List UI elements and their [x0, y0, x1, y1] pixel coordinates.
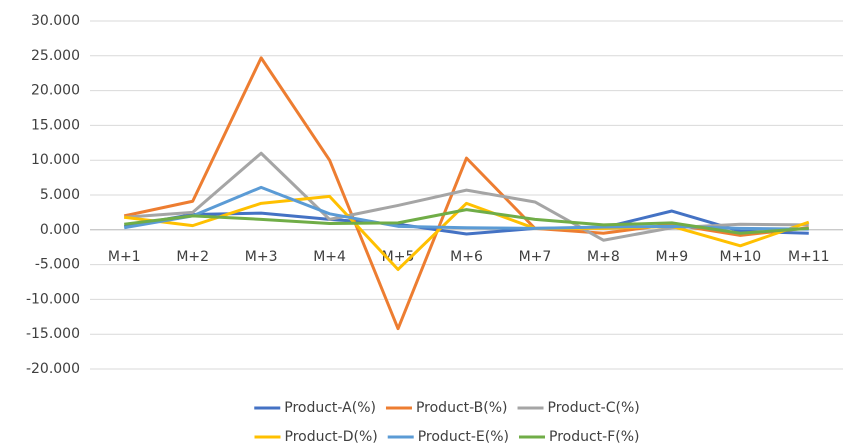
legend-label: Product-E(%): [418, 429, 509, 445]
x-tick-label: M+3: [245, 249, 278, 265]
y-tick-label: 25.000: [31, 48, 80, 64]
x-tick-label: M+6: [450, 249, 483, 265]
legend-label: Product-B(%): [416, 400, 508, 416]
legend-label: Product-F(%): [549, 429, 640, 445]
series-line: [123, 209, 809, 236]
legend-label: Product-C(%): [548, 400, 640, 416]
y-tick-label: -15.000: [26, 326, 80, 342]
y-tick-label: -20.000: [26, 361, 80, 377]
x-tick-label: M+4: [313, 249, 346, 265]
x-tick-label: M+8: [587, 249, 620, 265]
y-tick-label: 5.000: [40, 187, 80, 203]
y-tick-label: 30.000: [31, 13, 80, 29]
x-tick-label: M+7: [519, 249, 552, 265]
legend-label: Product-D(%): [285, 429, 378, 445]
x-tick-label: M+10: [720, 249, 762, 265]
y-tick-label: -10.000: [26, 291, 80, 307]
y-tick-label: 15.000: [31, 117, 80, 133]
x-tick-label: M+9: [656, 249, 689, 265]
series-line: [124, 194, 810, 271]
series-line: [123, 56, 809, 331]
legend-label: Product-A(%): [284, 400, 376, 416]
y-tick-label: 0.000: [40, 222, 80, 238]
x-tick-label: M+11: [788, 249, 830, 265]
x-tick-label: M+1: [108, 249, 141, 265]
series-line: [124, 208, 809, 235]
x-tick-label: M+2: [176, 249, 209, 265]
y-tick-label: 20.000: [31, 83, 80, 99]
y-tick-label: 10.000: [31, 152, 80, 168]
y-tick-label: -5.000: [35, 257, 80, 273]
